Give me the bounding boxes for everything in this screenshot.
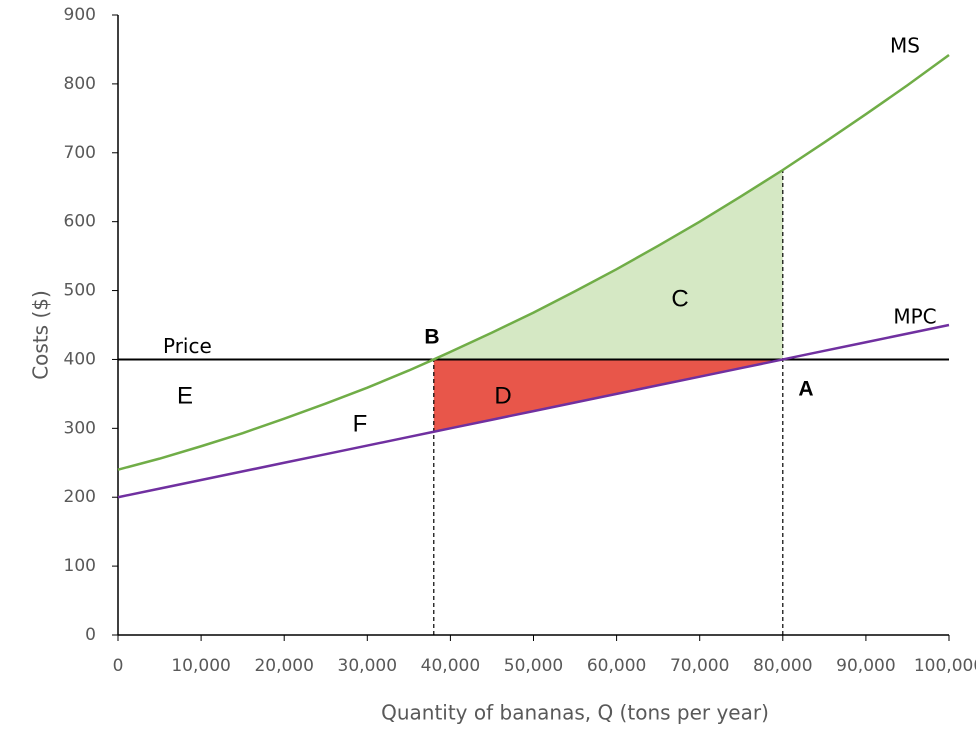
y-tick-label: 800 [64,74,96,94]
region-label: F [353,410,368,437]
region-above [433,170,783,360]
series-label: MPC [893,305,936,329]
point-label: A [798,378,813,401]
x-tick-label: 50,000 [504,656,563,676]
y-tick-label: 100 [64,556,96,576]
y-tick-label: 400 [64,349,96,369]
y-tick-label: 600 [64,212,96,232]
series-label: MS [890,34,920,58]
series-line [117,53,950,471]
x-tick-label: 10,000 [171,656,230,676]
region-label: E [177,382,193,409]
y-tick-label: 300 [64,418,96,438]
y-tick-label: 700 [64,143,96,163]
x-tick-label: 20,000 [254,656,313,676]
y-tick-label: 500 [64,281,96,301]
x-tick-label: 100,000 [914,656,976,676]
series-line [117,323,950,499]
x-tick-label: 80,000 [753,656,812,676]
y-axis-title: Costs ($) [29,290,53,380]
y-tick-label: 200 [64,487,96,507]
y-tick-label: 900 [64,5,96,25]
x-tick-label: 60,000 [587,656,646,676]
x-tick-label: 0 [113,656,124,676]
y-tick-label: 0 [85,625,96,645]
region-label: D [494,382,511,409]
x-tick-label: 90,000 [836,656,895,676]
price-label: Price [163,334,212,358]
x-tick-label: 40,000 [421,656,480,676]
x-tick-label: 30,000 [338,656,397,676]
region-label: C [671,285,688,312]
x-axis-title: Quantity of bananas, Q (tons per year) [381,701,769,725]
point-label: B [424,326,439,349]
x-tick-label: 70,000 [670,656,729,676]
